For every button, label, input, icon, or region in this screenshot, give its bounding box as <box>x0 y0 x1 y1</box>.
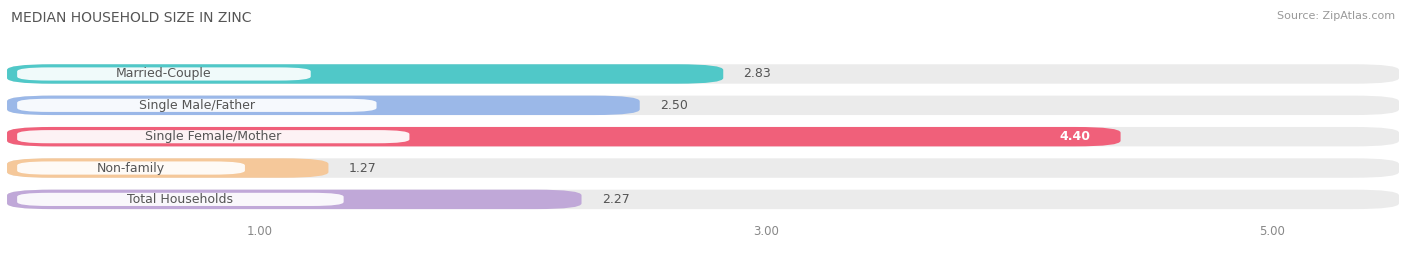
Text: Married-Couple: Married-Couple <box>117 68 212 80</box>
Text: Single Female/Mother: Single Female/Mother <box>145 130 281 143</box>
FancyBboxPatch shape <box>7 158 329 178</box>
Text: 1.27: 1.27 <box>349 162 377 174</box>
Text: Non-family: Non-family <box>97 162 165 174</box>
FancyBboxPatch shape <box>7 64 723 84</box>
FancyBboxPatch shape <box>7 158 1399 178</box>
FancyBboxPatch shape <box>7 64 1399 84</box>
FancyBboxPatch shape <box>17 193 343 206</box>
Text: 2.27: 2.27 <box>602 193 630 206</box>
FancyBboxPatch shape <box>7 127 1399 146</box>
Text: Total Households: Total Households <box>128 193 233 206</box>
FancyBboxPatch shape <box>17 130 409 143</box>
FancyBboxPatch shape <box>7 190 1399 209</box>
Text: Source: ZipAtlas.com: Source: ZipAtlas.com <box>1277 11 1395 21</box>
Text: 2.83: 2.83 <box>744 68 772 80</box>
Text: Single Male/Father: Single Male/Father <box>139 99 254 112</box>
FancyBboxPatch shape <box>17 161 245 175</box>
FancyBboxPatch shape <box>7 96 640 115</box>
FancyBboxPatch shape <box>17 67 311 81</box>
Text: MEDIAN HOUSEHOLD SIZE IN ZINC: MEDIAN HOUSEHOLD SIZE IN ZINC <box>11 11 252 25</box>
Text: 2.50: 2.50 <box>659 99 688 112</box>
FancyBboxPatch shape <box>7 96 1399 115</box>
FancyBboxPatch shape <box>17 99 377 112</box>
Text: 4.40: 4.40 <box>1059 130 1090 143</box>
FancyBboxPatch shape <box>7 127 1121 146</box>
FancyBboxPatch shape <box>7 190 582 209</box>
